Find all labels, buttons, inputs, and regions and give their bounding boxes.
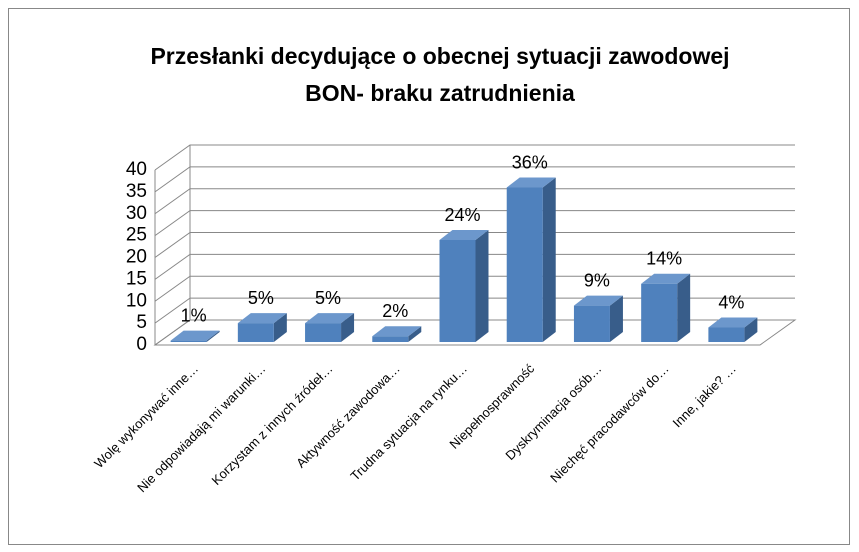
data-label: 5%	[315, 288, 341, 308]
bar-top	[237, 313, 287, 324]
bar-side	[744, 317, 758, 342]
y-tick-label: 40	[126, 159, 147, 180]
bar-top	[506, 177, 556, 188]
bar	[708, 327, 745, 342]
bar	[305, 323, 342, 342]
bar	[573, 305, 610, 342]
bar-top	[573, 295, 623, 306]
bar-side	[475, 230, 489, 342]
grid-line	[154, 188, 795, 215]
data-label: 36%	[512, 152, 548, 172]
y-tick-label: 20	[126, 247, 147, 268]
bar-side	[542, 177, 556, 342]
bar	[237, 323, 274, 342]
grid-line	[154, 232, 795, 258]
bar-side	[341, 313, 355, 342]
bar-side	[408, 326, 422, 342]
bar-side	[677, 273, 691, 342]
bar-top	[170, 330, 220, 341]
grid-line	[154, 144, 795, 171]
data-label: 24%	[444, 205, 480, 225]
bar	[439, 240, 476, 342]
y-tick-label: 5	[136, 312, 147, 333]
bar-side	[206, 330, 220, 342]
bar	[506, 187, 543, 342]
grid-line	[154, 275, 795, 302]
bar-top	[641, 273, 691, 284]
bar	[372, 336, 409, 342]
bar-side	[273, 313, 287, 342]
data-label: 5%	[248, 288, 274, 308]
bar	[641, 283, 678, 342]
y-tick-label: 0	[136, 334, 147, 355]
bar-top	[372, 326, 422, 337]
bar-top	[708, 317, 758, 328]
data-label: 1%	[181, 305, 207, 325]
grid-line	[154, 210, 795, 237]
bar-top	[305, 313, 355, 324]
data-label: 4%	[718, 292, 744, 312]
y-tick-label: 15	[126, 268, 147, 289]
chart-title: Przesłanki decydujące o obecnej sytuacji…	[150, 43, 729, 69]
data-label: 14%	[646, 249, 682, 269]
data-label: 9%	[584, 270, 610, 290]
chart-title: BON- braku zatrudnienia	[305, 80, 575, 106]
y-tick-label: 10	[126, 290, 147, 311]
bar-top	[439, 230, 489, 240]
grid-line	[154, 253, 795, 280]
y-tick-label: 30	[126, 203, 147, 224]
data-label: 2%	[382, 301, 408, 321]
bar	[170, 340, 207, 342]
y-tick-label: 25	[126, 225, 147, 246]
grid-line	[154, 166, 795, 193]
bar-side	[609, 295, 623, 342]
y-tick-label: 35	[126, 181, 147, 202]
